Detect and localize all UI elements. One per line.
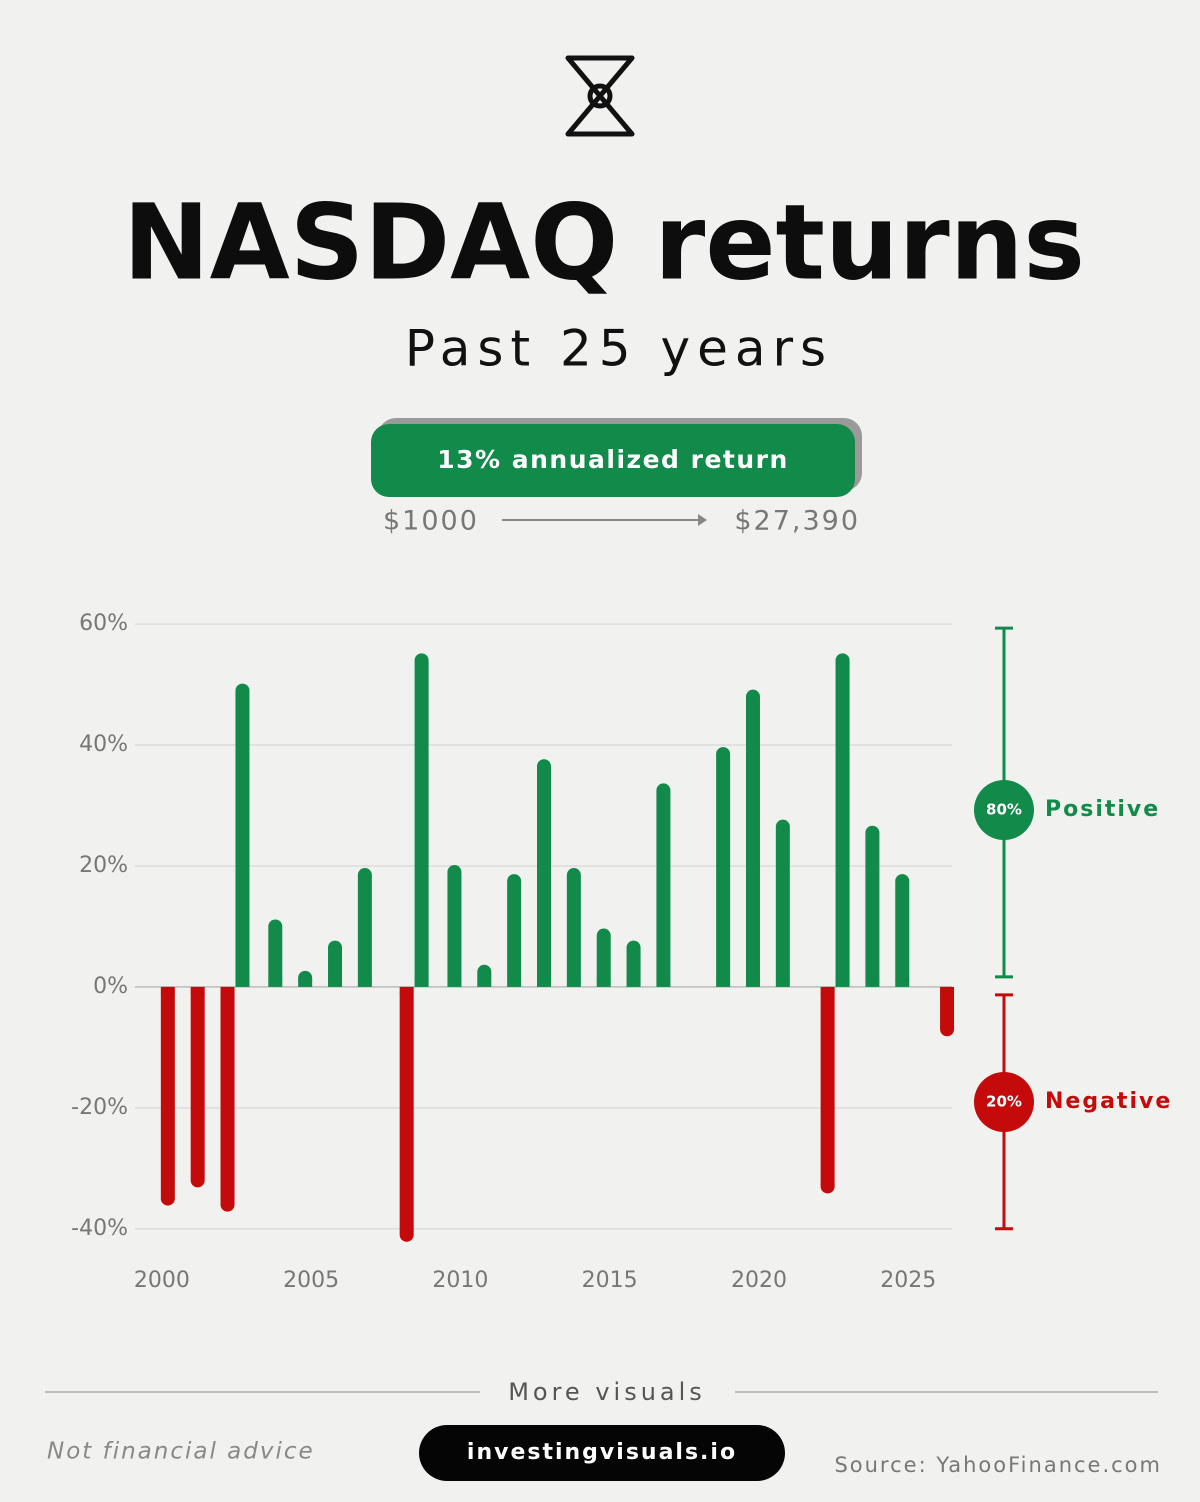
end-amount: $27,390 bbox=[734, 506, 860, 537]
source: Source: YahooFinance.com bbox=[834, 1453, 1162, 1477]
y-tick-label: -20% bbox=[71, 1095, 128, 1120]
bar bbox=[940, 986, 955, 1037]
x-tick-label: 2005 bbox=[283, 1268, 339, 1293]
plot: -40% -20% 0% 20% 40% 60% 2000 2005 2010 2015 2020 2… bbox=[71, 611, 1172, 1293]
bar bbox=[626, 940, 641, 987]
bar-base bbox=[596, 979, 611, 987]
y-tick-label: 60% bbox=[79, 611, 128, 636]
bar bbox=[399, 986, 414, 1242]
arrow-head bbox=[698, 514, 707, 526]
bar-base bbox=[566, 979, 581, 987]
bar bbox=[537, 759, 551, 987]
bar-base bbox=[940, 986, 955, 994]
bar bbox=[220, 986, 235, 1212]
bar bbox=[235, 683, 250, 987]
bar bbox=[865, 825, 880, 987]
bar-base bbox=[298, 979, 313, 987]
bar-base bbox=[656, 979, 671, 987]
x-tick-label: 2025 bbox=[880, 1268, 936, 1293]
share-name: Positive bbox=[1045, 797, 1160, 822]
share-badge bbox=[974, 780, 1034, 840]
y-tick-label: 40% bbox=[79, 732, 128, 757]
bar-base bbox=[865, 979, 880, 987]
bar-base bbox=[820, 986, 835, 994]
share-label: 80% bbox=[986, 801, 1022, 819]
bar-base bbox=[399, 986, 414, 994]
bar-base bbox=[160, 986, 175, 994]
bar bbox=[357, 868, 372, 987]
start-amount: $1000 bbox=[383, 506, 479, 537]
bar-base bbox=[895, 979, 910, 987]
bar bbox=[596, 928, 611, 987]
bar-base bbox=[414, 979, 429, 987]
bar-base bbox=[775, 979, 790, 987]
bar bbox=[160, 986, 175, 1206]
share-badge bbox=[974, 1072, 1034, 1132]
x-tick-label: 2000 bbox=[134, 1268, 190, 1293]
bar bbox=[268, 919, 283, 987]
bar bbox=[716, 747, 731, 987]
logo bbox=[565, 55, 635, 137]
bar bbox=[820, 986, 835, 1194]
bar bbox=[328, 940, 343, 987]
bar bbox=[507, 874, 522, 987]
bar bbox=[414, 653, 429, 987]
bar bbox=[895, 874, 910, 987]
bar-base bbox=[190, 986, 205, 994]
disclaimer: Not financial advice bbox=[47, 1439, 315, 1465]
more-visuals: More visuals bbox=[508, 1378, 706, 1406]
bar bbox=[447, 865, 462, 987]
bar bbox=[745, 689, 760, 987]
subtitle: Past 25 years bbox=[405, 320, 833, 378]
badge-text: 13% annualized return bbox=[437, 445, 789, 474]
share-name: Negative bbox=[1045, 1089, 1172, 1114]
bar-base bbox=[745, 979, 760, 987]
bar-base bbox=[835, 979, 850, 987]
bar bbox=[190, 986, 205, 1188]
bar-base bbox=[357, 979, 372, 987]
bar-base bbox=[235, 979, 250, 987]
bar-base bbox=[626, 979, 641, 987]
x-tick-label: 2015 bbox=[582, 1268, 638, 1293]
title: NASDAQ returns bbox=[123, 181, 1085, 303]
bar bbox=[566, 868, 581, 987]
bar-base bbox=[507, 979, 522, 987]
x-tick-label: 2010 bbox=[432, 1268, 488, 1293]
bar bbox=[835, 653, 850, 987]
bar-base bbox=[220, 986, 235, 994]
x-tick-label: 2020 bbox=[731, 1268, 787, 1293]
y-tick-label: 20% bbox=[79, 853, 128, 878]
site-pill[interactable] bbox=[419, 1425, 785, 1481]
bar-base bbox=[447, 979, 462, 987]
badge bbox=[371, 424, 855, 497]
bar-base bbox=[328, 979, 343, 987]
bar bbox=[775, 819, 790, 987]
bar bbox=[656, 783, 671, 987]
bar-base bbox=[268, 979, 283, 987]
bar-base bbox=[477, 979, 492, 987]
y-tick-label: 0% bbox=[93, 974, 128, 999]
bar-base bbox=[716, 979, 731, 987]
y-tick-label: -40% bbox=[71, 1216, 128, 1241]
bar-base bbox=[537, 979, 551, 987]
share-label: 20% bbox=[986, 1093, 1022, 1111]
site-link[interactable]: investingvisuals.io bbox=[467, 1440, 737, 1465]
